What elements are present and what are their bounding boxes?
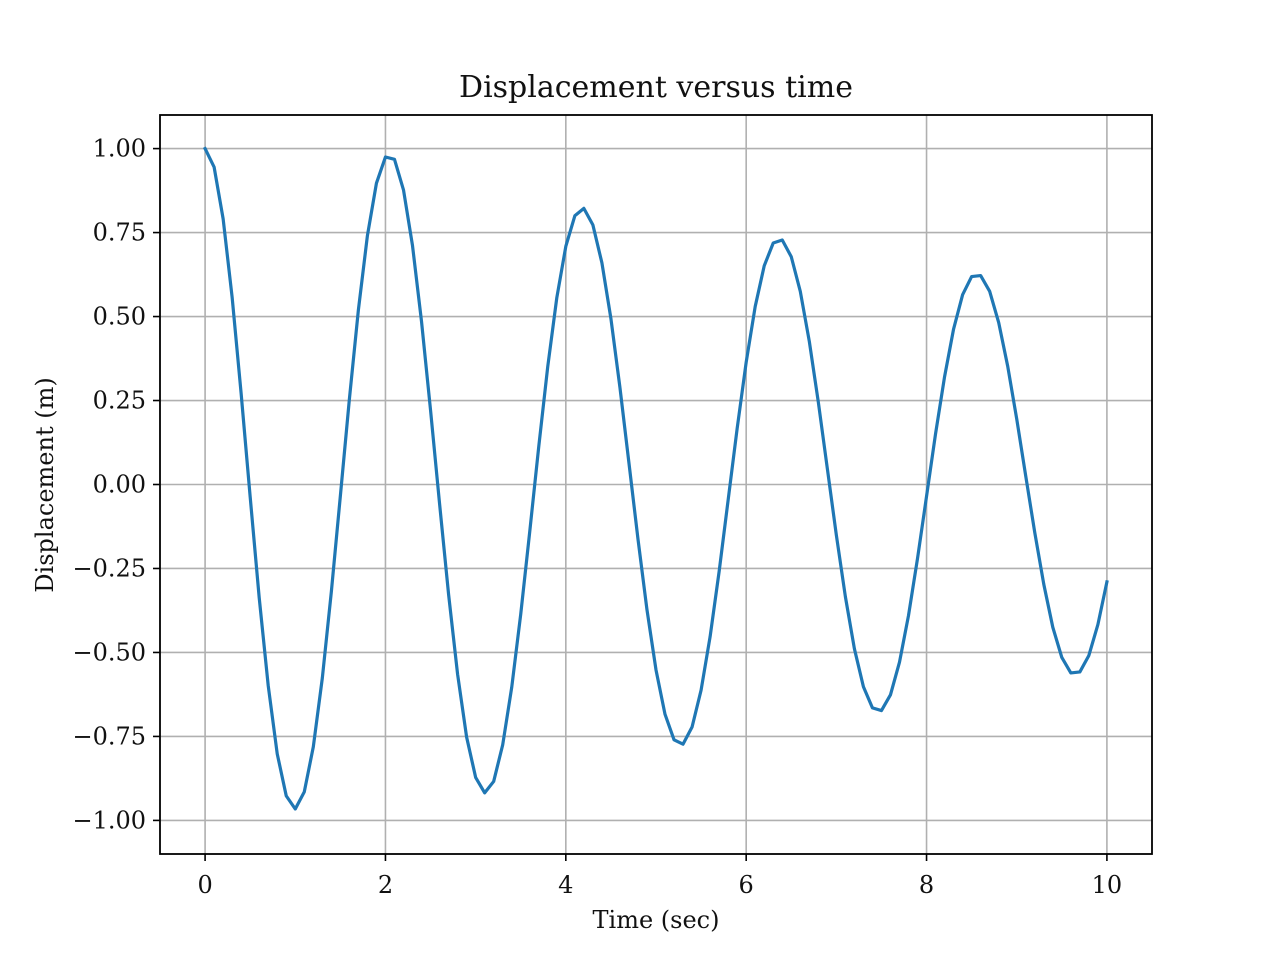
y-tick-label: −1.00 xyxy=(72,806,146,834)
y-tick-label: −0.75 xyxy=(72,722,146,750)
y-tick-label: 1.00 xyxy=(93,135,146,163)
chart-title: Displacement versus time xyxy=(459,70,853,105)
y-tick-label: −0.50 xyxy=(72,638,146,666)
y-tick-label: 0.25 xyxy=(93,387,146,415)
x-axis-label: Time (sec) xyxy=(593,906,720,934)
x-tick-label: 8 xyxy=(919,871,934,899)
grid-layer xyxy=(160,115,1152,854)
y-tick-label: −0.25 xyxy=(72,554,146,582)
x-tick-label: 4 xyxy=(558,871,573,899)
tick-layer: 0 2 4 6 8 10 1.00 0.75 0.50 0.25 0.00 −0.25 −0.50 −0.… xyxy=(72,135,1122,899)
x-tick-label: 10 xyxy=(1092,871,1123,899)
y-axis-label: Displacement (m) xyxy=(31,377,59,592)
series-layer xyxy=(202,146,1109,811)
x-tick-label: 6 xyxy=(739,871,754,899)
y-tick-label: 0.50 xyxy=(93,303,146,331)
series-line-displacement xyxy=(202,146,1109,811)
y-tick-label: 0.75 xyxy=(93,219,146,247)
x-tick-label: 0 xyxy=(197,871,212,899)
x-tick-label: 2 xyxy=(378,871,393,899)
y-tick-label: 0.00 xyxy=(93,471,146,499)
